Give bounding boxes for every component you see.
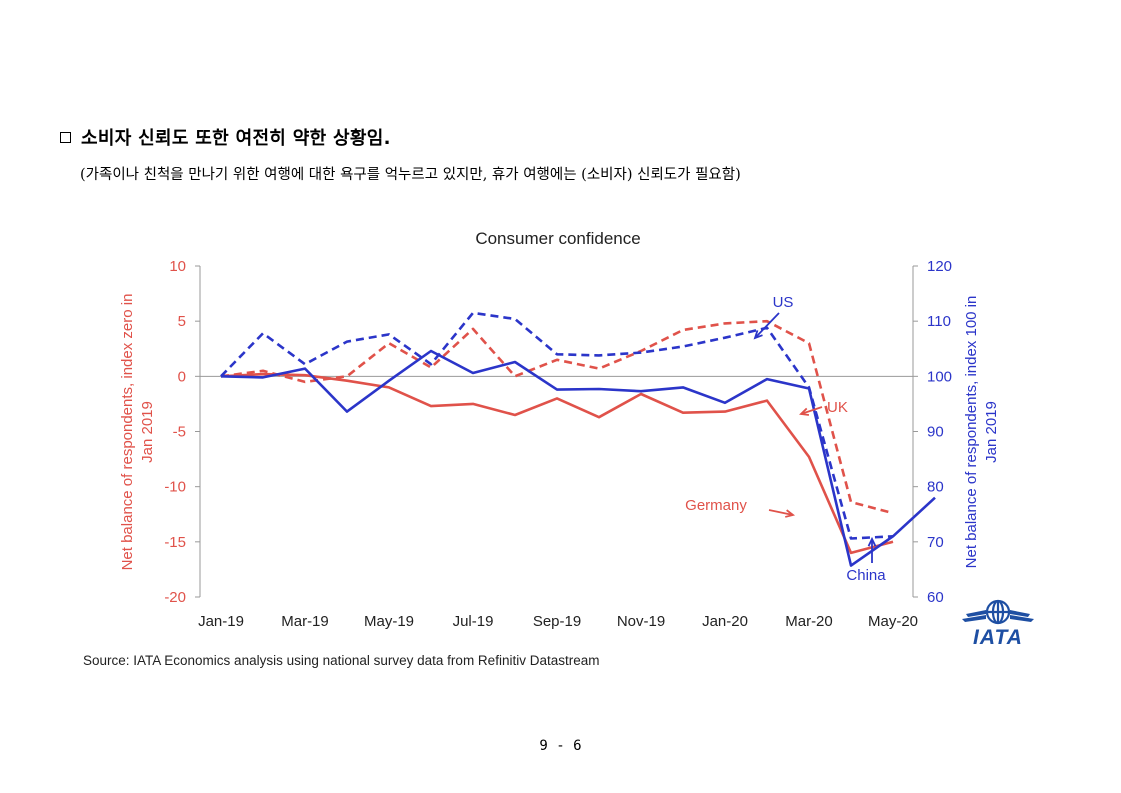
x-axis-tick-label: Mar-20 (785, 613, 833, 630)
right-axis-tick-label: 100 (927, 368, 952, 385)
series-arrow-germany (768, 509, 794, 516)
series-label-germany: Germany (685, 497, 747, 514)
left-axis-tick-label: -10 (164, 479, 186, 496)
logo-text: IATA (973, 626, 1023, 649)
right-axis-tick-label: 120 (927, 258, 952, 275)
series-line-germany (220, 372, 894, 555)
globe-icon (962, 599, 1034, 625)
page-number: 9 - 6 (539, 738, 582, 754)
right-axis-title: Net balance of respondents, index 100 in… (963, 296, 1000, 569)
series-label-uk: UK (827, 399, 848, 416)
left-axis-tick-label: 10 (169, 258, 186, 275)
right-axis-tick-label: 60 (927, 589, 944, 606)
heading-text: 소비자 신뢰도 또한 여전히 약한 상황임. (81, 128, 391, 149)
x-axis-tick-label: Jan-19 (198, 613, 244, 630)
right-axis-tick-label: 80 (927, 479, 944, 496)
x-axis-tick-label: Jan-20 (702, 613, 748, 630)
left-axis-tick-label: 0 (178, 368, 186, 385)
series-arrow-uk (800, 406, 823, 415)
source-note: Source: IATA Economics analysis using na… (83, 653, 600, 668)
series-line-uk (220, 319, 894, 515)
subtext: (가족이나 친척을 만나기 위한 여행에 대한 욕구를 억누르고 있지만, 휴가… (80, 167, 741, 183)
series-label-china: China (846, 567, 886, 584)
series-arrowhead-uk (799, 407, 810, 416)
right-axis-tick-label: 90 (927, 424, 944, 441)
right-axis-tick-label: 110 (927, 313, 951, 330)
series-arrowhead-china (867, 536, 877, 547)
heading: 소비자 신뢰도 또한 여전히 약한 상황임. (60, 124, 391, 150)
x-axis-tick-label: Nov-19 (617, 613, 665, 630)
left-axis-title: Net balance of respondents, index zero i… (119, 294, 156, 571)
consumer-confidence-chart: Consumer confidence 10 5 0 -5 -10 -15 -20 120 110… (119, 229, 1000, 630)
left-axis-tick-label: -5 (173, 424, 186, 441)
left-axis-tick-label: -20 (164, 589, 186, 606)
series-line-china (220, 349, 936, 567)
series-line-us (220, 311, 894, 540)
checkbox-bullet-icon (60, 132, 71, 143)
series-arrowhead-germany (785, 509, 796, 518)
x-axis-tick-label: Jul-19 (453, 613, 494, 630)
iata-logo: IATA (958, 598, 1038, 650)
x-axis-tick-label: May-19 (364, 613, 414, 630)
right-axis-tick-label: 70 (927, 534, 944, 551)
x-axis-tick-label: Mar-19 (281, 613, 329, 630)
x-axis-tick-label: May-20 (868, 613, 918, 630)
series-arrowhead-us (753, 330, 763, 340)
series-label-us: US (773, 294, 794, 311)
x-axis-tick-label: Sep-19 (533, 613, 581, 630)
left-axis-tick-label: 5 (178, 313, 186, 330)
series-arrow-us (754, 312, 780, 339)
left-axis-tick-label: -15 (164, 534, 186, 551)
chart-title: Consumer confidence (475, 229, 640, 248)
